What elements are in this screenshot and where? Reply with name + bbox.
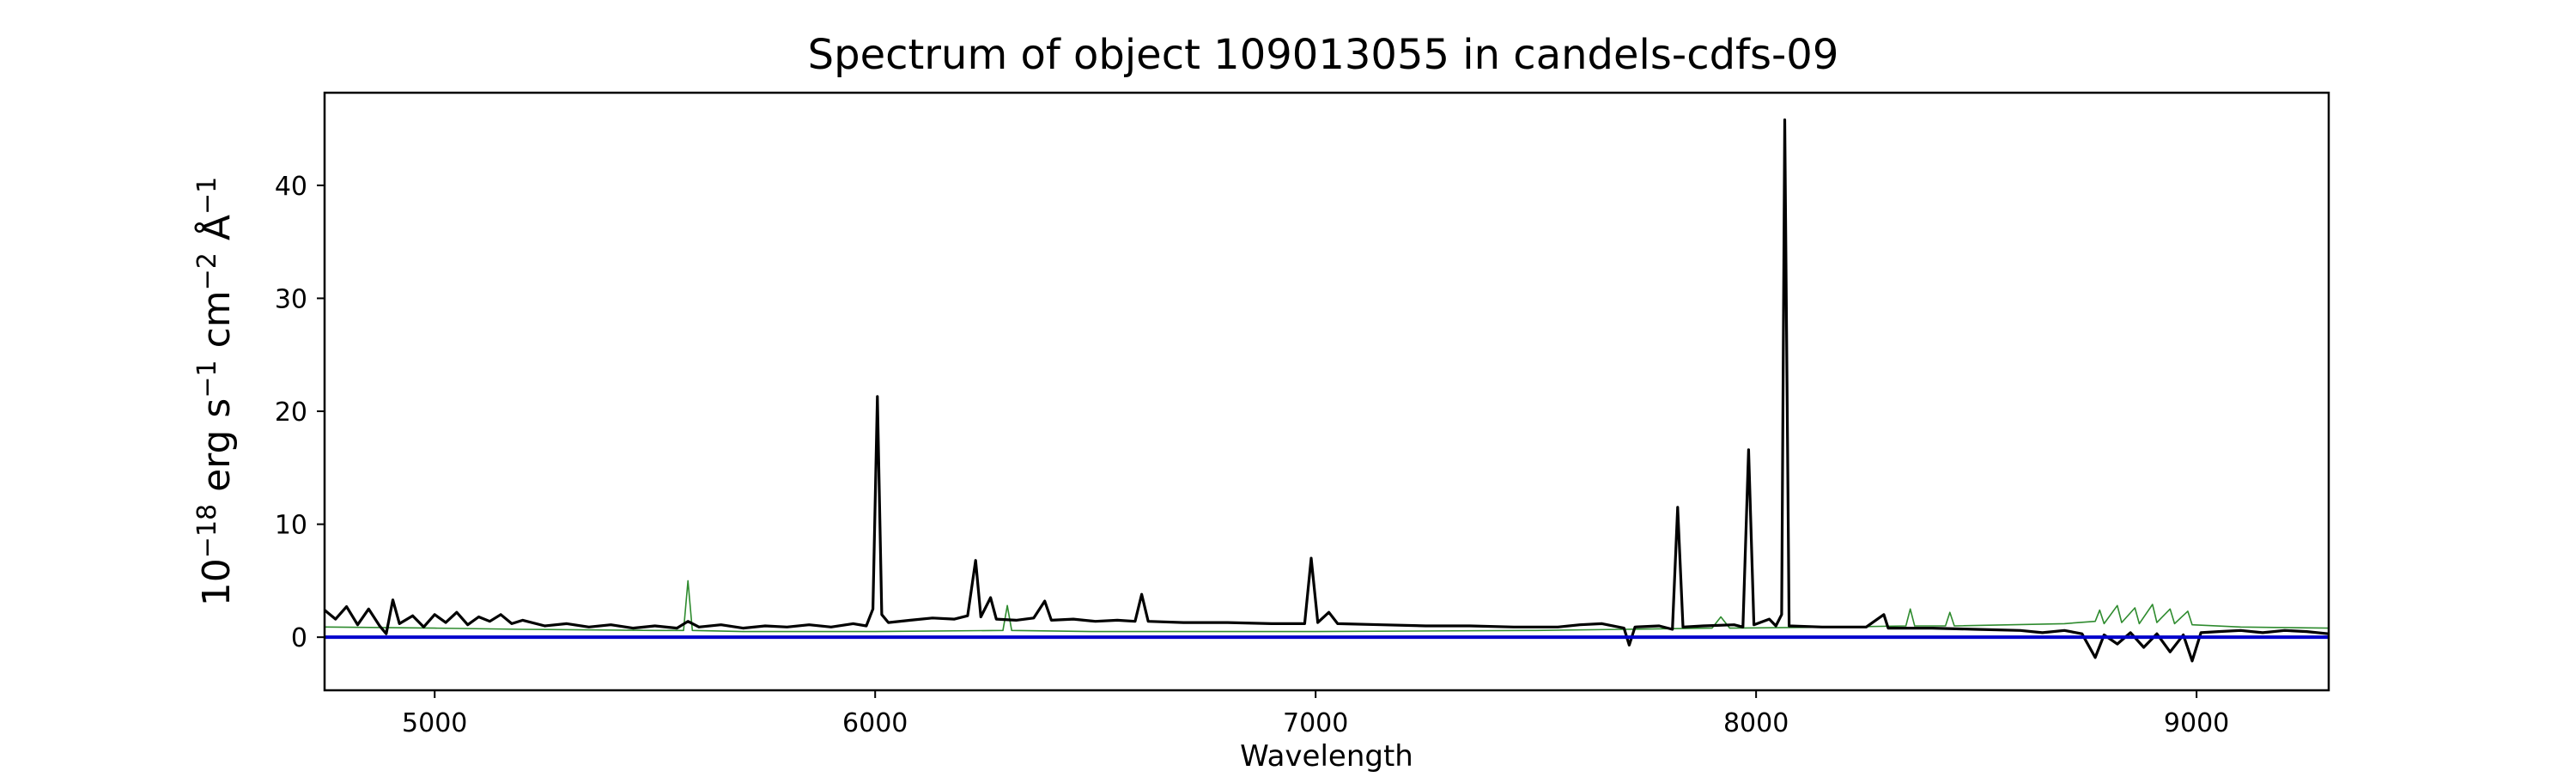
x-tick-label: 7000	[1283, 708, 1348, 738]
series-layer	[325, 118, 2329, 663]
x-axis-label: Wavelength	[1240, 739, 1413, 773]
y-label-unit-erg-s: erg s	[195, 398, 239, 504]
y-label-unit-cm: cm	[195, 290, 239, 360]
y-tick-label: 0	[291, 623, 307, 653]
x-tick-label: 6000	[842, 708, 908, 738]
y-label-prefix: 10	[195, 558, 239, 606]
chart-title: Spectrum of object 109013055 in candels-…	[808, 31, 1839, 79]
y-label-exponent-3: −2	[192, 252, 222, 290]
y-label-unit-angstrom: Å	[193, 215, 239, 252]
y-tick-label: 20	[275, 398, 307, 428]
flux-series-line	[325, 118, 2329, 663]
y-label-exponent-4: −1	[192, 177, 222, 215]
y-label-exponent-2: −1	[192, 360, 222, 398]
x-tick-label: 8000	[1723, 708, 1789, 738]
y-tick-label: 30	[275, 284, 307, 314]
x-axis-ticks: 5000 6000 7000 8000 9000	[402, 690, 2229, 738]
y-axis-label: 10−18 erg s−1 cm−2 Å−1	[192, 177, 239, 606]
x-tick-label: 5000	[402, 708, 467, 738]
noise-series-line	[325, 580, 2329, 633]
y-tick-label: 10	[275, 511, 307, 541]
y-axis-ticks: 0 10 20 30 40	[275, 172, 325, 653]
y-tick-label: 40	[275, 172, 307, 202]
plot-frame	[323, 91, 2330, 692]
y-label-exponent-1: −18	[192, 504, 222, 558]
x-tick-label: 9000	[2164, 708, 2229, 738]
